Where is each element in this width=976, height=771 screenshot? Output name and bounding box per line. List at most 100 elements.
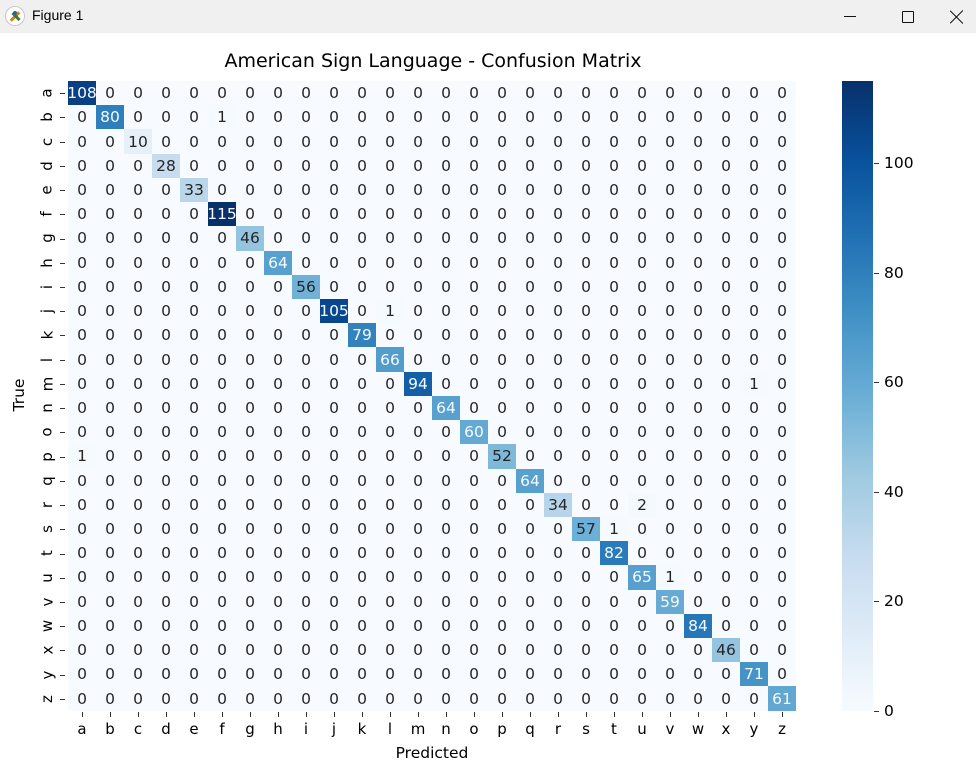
matrix-cell: 0 (516, 274, 544, 299)
matrix-cell: 0 (712, 395, 740, 421)
matrix-cell: 0 (152, 686, 180, 711)
matrix-cell: 0 (460, 371, 488, 396)
matrix-cell: 0 (68, 226, 96, 251)
matrix-cell: 0 (600, 420, 628, 445)
matrix-cell: 0 (628, 516, 656, 542)
matrix-cell: 0 (600, 395, 628, 421)
matrix-cell: 0 (320, 81, 348, 106)
matrix-cell: 0 (432, 323, 460, 348)
x-tick-label: h (273, 720, 283, 738)
matrix-cell: 57 (572, 516, 600, 542)
matrix-cell: 0 (488, 395, 516, 421)
matrix-cell: 0 (656, 250, 684, 275)
matrix-cell: 0 (712, 153, 740, 178)
matrix-cell: 0 (572, 226, 600, 251)
matrix-cell: 0 (236, 686, 264, 711)
matrix-cell: 0 (124, 565, 152, 590)
matrix-cell: 0 (320, 395, 348, 421)
matrix-cell: 0 (488, 371, 516, 396)
matrix-cell: 1 (740, 371, 768, 396)
matrix-cell: 0 (236, 613, 264, 639)
matrix-cell: 0 (376, 395, 404, 421)
x-tick-mark (390, 712, 391, 717)
matrix-cell: 0 (684, 516, 712, 542)
matrix-cell: 0 (376, 81, 404, 106)
matrix-cell: 0 (656, 153, 684, 178)
matrix-cell: 0 (68, 105, 96, 130)
matrix-cell: 0 (544, 468, 572, 493)
matrix-cell: 0 (572, 420, 600, 445)
matrix-cell: 0 (488, 347, 516, 372)
matrix-cell: 0 (768, 420, 796, 445)
matrix-cell: 0 (432, 444, 460, 469)
matrix-cell: 0 (768, 105, 796, 130)
matrix-cell: 0 (768, 323, 796, 348)
matrix-cell: 0 (404, 129, 432, 154)
matrix-cell: 0 (208, 395, 236, 421)
matrix-cell: 0 (740, 613, 768, 639)
matrix-cell: 0 (544, 81, 572, 106)
matrix-cell: 0 (684, 420, 712, 445)
matrix-cell: 0 (68, 662, 96, 687)
matrix-cell: 0 (348, 274, 376, 299)
matrix-cell: 0 (432, 565, 460, 590)
matrix-cell: 0 (544, 444, 572, 469)
matrix-cell: 0 (124, 686, 152, 711)
minimize-button[interactable] (821, 0, 879, 33)
close-icon (950, 10, 964, 24)
matrix-cell: 65 (628, 565, 656, 590)
matrix-cell: 0 (404, 177, 432, 203)
x-tick-mark (418, 712, 419, 717)
matrix-cell: 0 (600, 468, 628, 493)
matrix-cell: 0 (432, 250, 460, 275)
matrix-cell: 0 (348, 105, 376, 130)
matrix-cell: 0 (544, 177, 572, 203)
matrix-cell: 0 (628, 686, 656, 711)
matrix-cell: 0 (152, 347, 180, 372)
matrix-cell: 0 (460, 274, 488, 299)
matrix-cell: 0 (404, 274, 432, 299)
matrix-cell: 0 (124, 492, 152, 517)
matrix-cell: 0 (432, 202, 460, 227)
matrix-cell: 0 (768, 274, 796, 299)
matrix-cell: 0 (712, 323, 740, 348)
matrix-cell: 82 (600, 541, 628, 566)
matrix-cell: 0 (348, 444, 376, 469)
matrix-cell: 0 (348, 250, 376, 275)
matrix-cell: 84 (684, 613, 712, 639)
matrix-cell: 0 (768, 468, 796, 493)
matrix-cell: 0 (768, 347, 796, 372)
y-tick-text: c (38, 137, 56, 146)
matrix-cell: 0 (348, 129, 376, 154)
matrix-cell: 0 (68, 638, 96, 663)
matrix-cell: 0 (516, 613, 544, 639)
matrix-cell: 0 (516, 177, 544, 203)
matrix-cell: 0 (684, 105, 712, 130)
matrix-cell: 0 (320, 662, 348, 687)
matrix-cell: 0 (600, 274, 628, 299)
matrix-cell: 0 (460, 153, 488, 178)
maximize-button[interactable] (879, 0, 937, 33)
matrix-cell: 0 (740, 153, 768, 178)
x-tick-label: v (665, 720, 675, 738)
matrix-cell: 0 (404, 613, 432, 639)
matrix-cell: 0 (684, 492, 712, 517)
matrix-cell: 0 (600, 129, 628, 154)
x-axis-label: Predicted (395, 744, 469, 762)
matrix-cell: 0 (208, 323, 236, 348)
close-button[interactable] (937, 0, 976, 33)
matrix-cell: 0 (572, 565, 600, 590)
matrix-cell: 0 (152, 202, 180, 227)
matrix-cell: 0 (180, 638, 208, 663)
matrix-cell: 0 (376, 686, 404, 711)
x-tick-mark (82, 712, 83, 717)
matrix-cell: 0 (348, 420, 376, 445)
matrix-cell: 0 (572, 444, 600, 469)
matrix-cell: 0 (208, 541, 236, 566)
matrix-cell: 0 (712, 202, 740, 227)
y-tick-text: k (38, 331, 56, 340)
matrix-cell: 0 (68, 202, 96, 227)
matrix-cell: 0 (740, 565, 768, 590)
matrix-cell: 0 (236, 444, 264, 469)
